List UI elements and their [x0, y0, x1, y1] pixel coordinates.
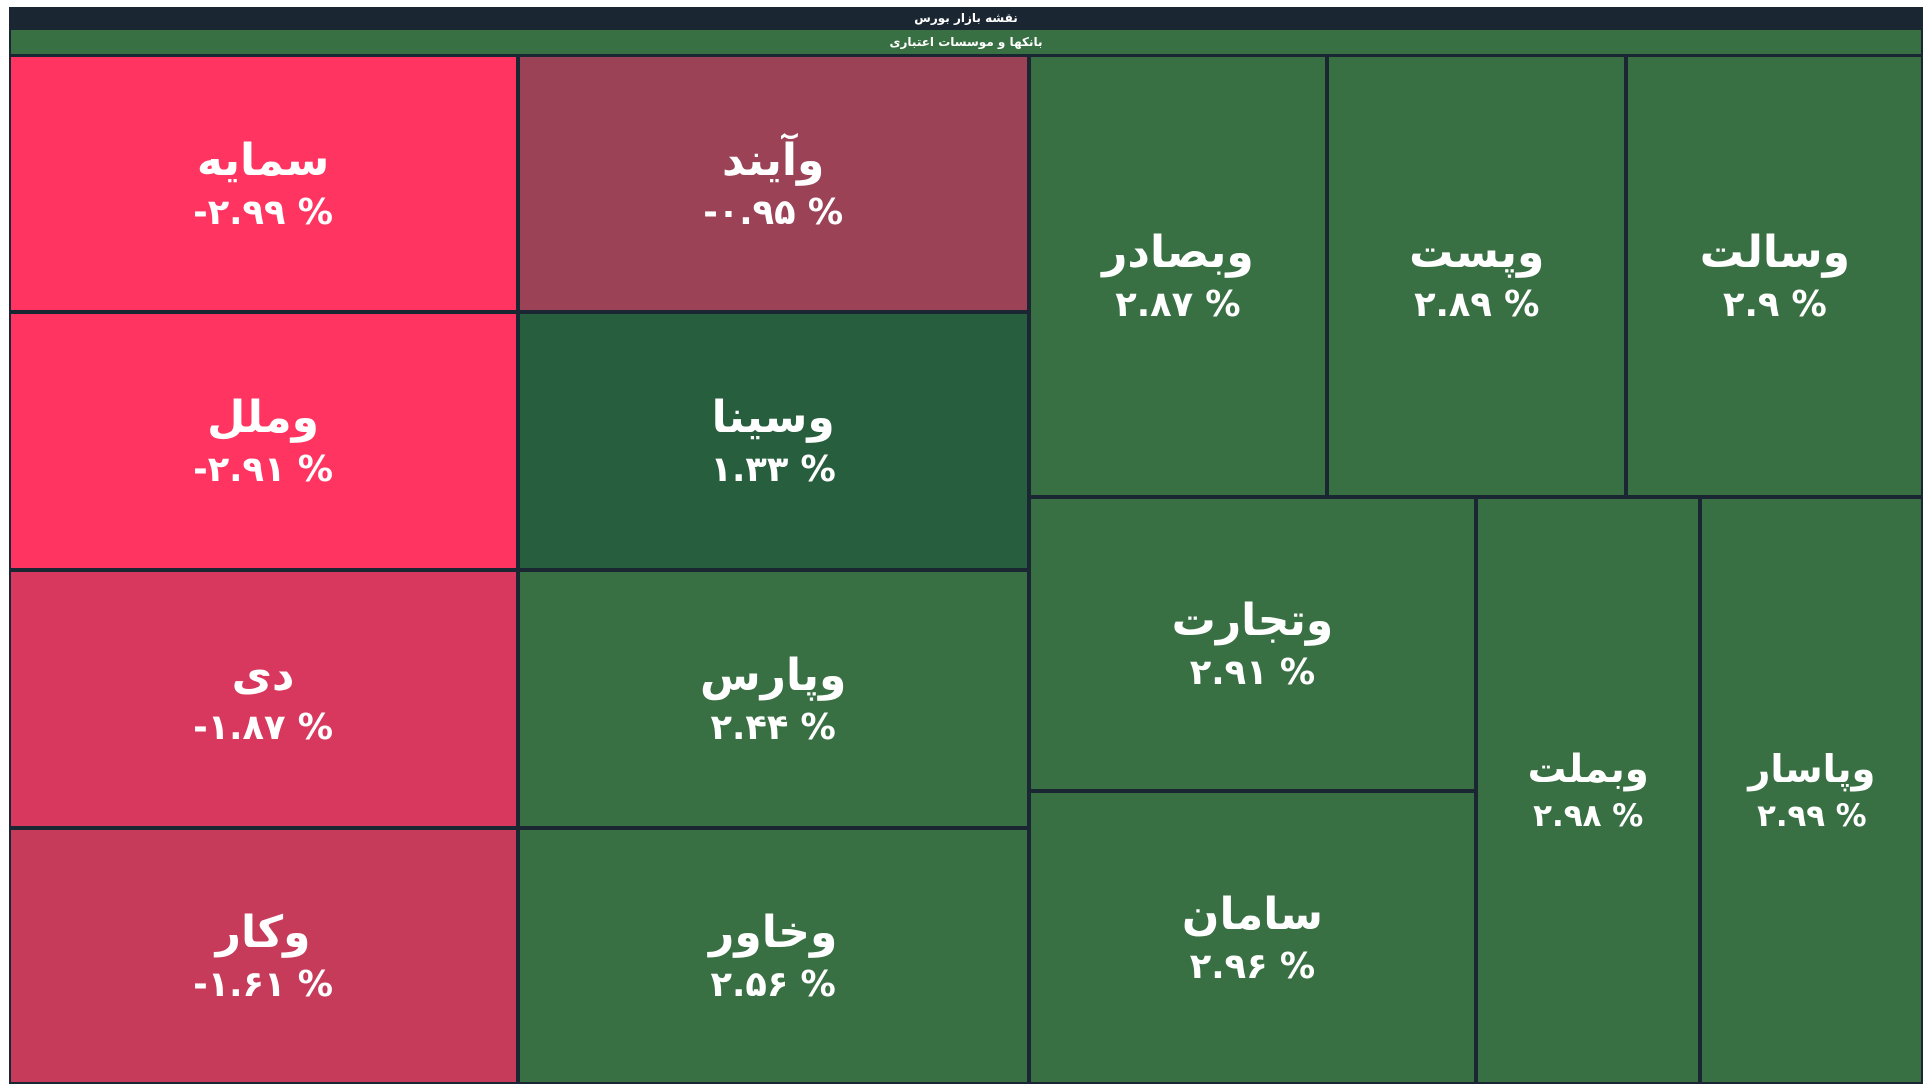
- tile-value-label: ۲.۹ %: [1722, 283, 1827, 325]
- tile-name: وآیند: [721, 134, 825, 186]
- tile-name: وپارس: [699, 650, 847, 702]
- tile-name: وسینا: [711, 392, 835, 444]
- tile-value-label: ۲.۸۹ %: [1414, 283, 1540, 325]
- tile-value-label: -۱.۶۱ %: [193, 964, 334, 1006]
- treemap-tile: سمایه -۲.۹۹ %: [8, 55, 518, 312]
- tile-value-label: -۰.۹۵ %: [703, 191, 844, 233]
- treemap-tile: وخاور ۲.۵۶ %: [517, 828, 1029, 1085]
- tile-name: دی: [231, 650, 295, 702]
- chart-title: نقشه بازار بورس: [9, 7, 1923, 30]
- tile-name: وکار: [215, 907, 311, 959]
- treemap-tile: وپست ۲.۸۹ %: [1327, 55, 1627, 497]
- tile-name: سمایه: [196, 134, 330, 186]
- tile-name: وبملت: [1527, 746, 1649, 792]
- treemap-tile: سامان ۲.۹۶ %: [1028, 791, 1477, 1085]
- tile-value-label: -۲.۹۹ %: [193, 191, 334, 233]
- tile-name: وپاسار: [1748, 746, 1876, 792]
- tile-value-label: ۱.۳۳ %: [710, 449, 836, 491]
- treemap-tile: وتجارت ۲.۹۱ %: [1028, 496, 1477, 792]
- tile-name: وسالت: [1699, 226, 1851, 278]
- treemap-tile: وبملت ۲.۹۸ %: [1476, 496, 1701, 1085]
- treemap-tile: وبصادر ۲.۸۷ %: [1028, 55, 1327, 497]
- treemap-tile: وکار -۱.۶۱ %: [8, 828, 518, 1085]
- tile-value-label: ۲.۸۷ %: [1115, 283, 1241, 325]
- treemap-tile: وسالت ۲.۹ %: [1626, 55, 1924, 497]
- tile-name: وملل: [207, 392, 319, 444]
- treemap-tile: وپارس ۲.۴۴ %: [517, 570, 1029, 828]
- tile-value-label: ۲.۹۶ %: [1189, 945, 1316, 987]
- tile-name: وبصادر: [1102, 226, 1254, 278]
- treemap-tile: دی -۱.۸۷ %: [8, 570, 518, 828]
- tile-value-label: -۱.۸۷ %: [193, 707, 334, 749]
- treemap-tile: وپاسار ۲.۹۹ %: [1700, 496, 1924, 1085]
- tile-value-label: ۲.۹۸ %: [1533, 797, 1644, 834]
- chart-subtitle: بانکها و موسسات اعتباری: [9, 30, 1923, 56]
- treemap-tile: وسینا ۱.۳۳ %: [517, 311, 1029, 571]
- tile-name: سامان: [1181, 888, 1324, 940]
- tile-value-label: ۲.۹۹ %: [1757, 797, 1867, 834]
- tile-name: وتجارت: [1171, 594, 1334, 646]
- tile-value-label: ۲.۹۱ %: [1189, 651, 1316, 693]
- tile-name: وپست: [1409, 226, 1545, 278]
- tile-name: وخاور: [709, 907, 838, 959]
- tile-value-label: ۲.۴۴ %: [710, 707, 836, 749]
- tile-value-label: ۲.۵۶ %: [710, 964, 836, 1006]
- treemap-tile: وملل -۲.۹۱ %: [8, 311, 518, 571]
- tile-value-label: -۲.۹۱ %: [193, 449, 334, 491]
- treemap-tile: وآیند -۰.۹۵ %: [517, 55, 1029, 312]
